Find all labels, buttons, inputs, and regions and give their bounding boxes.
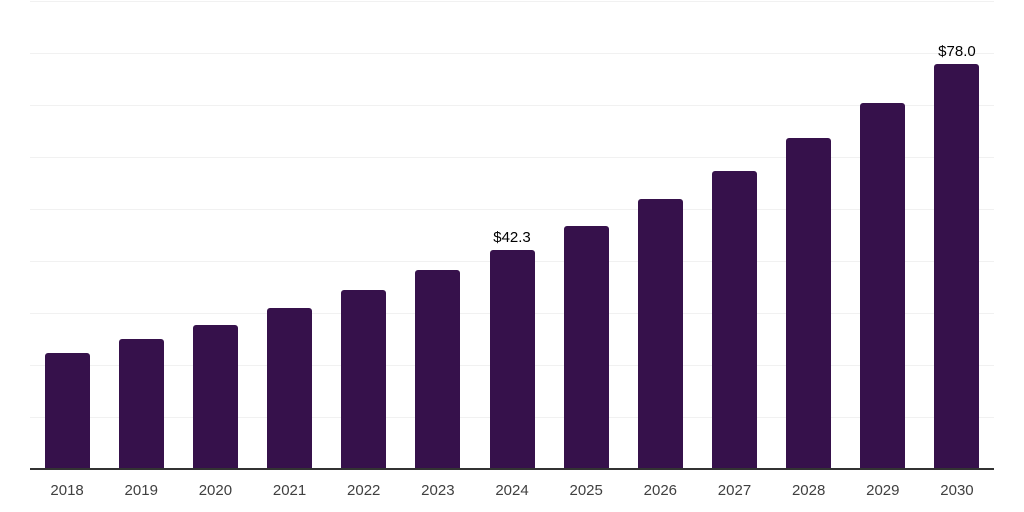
bar-2022 [341,290,387,468]
bar-column-2022 [327,0,401,468]
bar-2027 [711,171,757,468]
bar-2029 [860,103,906,468]
bar-2024: $42.3 [489,229,535,468]
bar-column-2029 [846,0,920,468]
x-tick-2024: 2024 [495,482,529,499]
gridline-80 [30,52,994,54]
bar-column-2019 [104,0,178,468]
bar-2030: $78.0 [934,43,980,468]
x-tick-2030: 2030 [940,482,974,499]
gridline-90 [30,0,994,2]
bar-2019 [118,339,164,468]
bar-column-2023 [401,0,475,468]
bar-2018 [44,352,90,468]
bar-value-label-2024: $42.3 [493,228,531,246]
x-tick-2028: 2028 [791,482,826,499]
bar-column-2024: $42.3 [475,0,549,468]
bar-2023 [415,270,461,468]
x-tick-2029: 2029 [866,482,900,499]
x-tick-2021: 2021 [272,482,307,499]
x-tick-2019: 2019 [124,482,158,499]
bar-2026 [637,199,683,468]
bar-column-2028 [772,0,846,468]
bar-value-label-2030: $78.0 [938,43,976,61]
x-tick-2025: 2025 [569,482,603,499]
bar-column-2030: $78.0 [920,0,994,468]
bar-column-2018 [30,0,104,468]
bar-2028 [786,137,832,468]
x-tick-2018: 2018 [50,482,84,499]
bar-column-2020 [178,0,252,468]
x-tick-2023: 2023 [421,482,455,499]
bar-column-2025 [549,0,623,468]
bar-column-2021 [252,0,326,468]
bar-2021 [267,308,313,468]
x-tick-2027: 2027 [717,482,752,499]
gridline-70 [30,104,994,106]
plot-area: $42.3 $78.0 [30,0,994,470]
x-tick-2020: 2020 [198,482,233,499]
bar-column-2026 [623,0,697,468]
bar-2025 [563,226,609,468]
bar-column-2027 [697,0,771,468]
x-tick-2022: 2022 [347,482,381,499]
bar-2020 [192,324,238,468]
gridline-50 [30,208,994,210]
gridline-60 [30,156,994,158]
x-tick-2026: 2026 [643,482,678,499]
bar-series: $42.3 $78.0 [30,0,994,468]
x-axis: 2018 2019 2020 2021 2022 2023 2024 2025 2026 2027… [30,482,994,499]
